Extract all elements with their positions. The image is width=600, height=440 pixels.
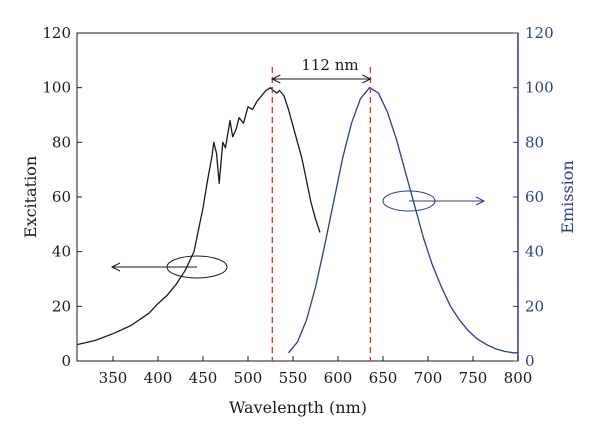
x-tick-label: 350 (99, 369, 128, 387)
y-right-tick-label: 40 (525, 243, 544, 261)
x-tick-label: 700 (414, 369, 443, 387)
y-axis-right-title: Emission (558, 160, 577, 233)
x-tick-label: 650 (369, 369, 398, 387)
y-right-tick-label: 80 (525, 133, 544, 151)
x-tick-label: 400 (144, 369, 173, 387)
annotation-label: 112 nm (301, 56, 358, 74)
x-tick-label: 500 (234, 369, 263, 387)
y-left-tick-label: 0 (61, 352, 71, 370)
y-left-tick-label: 120 (42, 24, 71, 42)
y-left-tick-label: 100 (42, 79, 71, 97)
x-tick-label: 800 (504, 369, 533, 387)
emission-axis-arrowhead (475, 196, 486, 206)
x-tick-label: 450 (189, 369, 218, 387)
emission-line (287, 87, 518, 354)
y-left-tick-label: 60 (52, 188, 71, 206)
y-axis-left-title: Excitation (21, 156, 40, 238)
x-tick-label: 600 (324, 369, 353, 387)
x-tick-label: 550 (279, 369, 308, 387)
plot-frame (76, 32, 519, 362)
y-right-tick-label: 0 (525, 352, 535, 370)
y-right-tick-label: 20 (525, 297, 544, 315)
y-left-tick-label: 20 (52, 297, 71, 315)
y-right-tick-label: 100 (525, 79, 554, 97)
separation-arrowhead (271, 74, 281, 84)
y-left-tick-label: 40 (52, 243, 71, 261)
y-right-tick-label: 120 (525, 24, 554, 42)
x-tick-label: 750 (459, 369, 488, 387)
separation-arrowhead (362, 74, 372, 84)
excitation-line (76, 87, 321, 346)
excitation-axis-arrowhead (110, 262, 121, 272)
y-left-tick-label: 80 (52, 133, 71, 151)
y-right-tick-label: 60 (525, 188, 544, 206)
x-axis-title: Wavelength (nm) (229, 398, 367, 417)
